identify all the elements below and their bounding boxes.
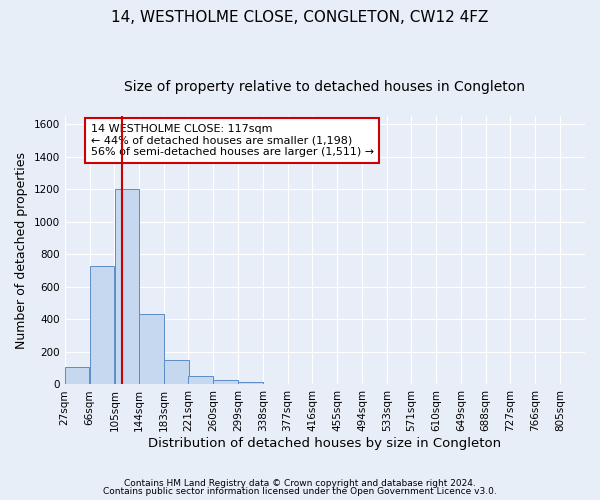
Text: Contains public sector information licensed under the Open Government Licence v3: Contains public sector information licen… [103,487,497,496]
Bar [115,189,139,384]
Bar [213,380,238,384]
Bar [188,376,213,384]
Text: 14 WESTHOLME CLOSE: 117sqm
← 44% of detached houses are smaller (1,198)
56% of s: 14 WESTHOLME CLOSE: 117sqm ← 44% of deta… [91,124,374,158]
Text: Contains HM Land Registry data © Crown copyright and database right 2024.: Contains HM Land Registry data © Crown c… [124,478,476,488]
Bar [65,368,89,384]
Title: Size of property relative to detached houses in Congleton: Size of property relative to detached ho… [124,80,526,94]
Bar [164,360,188,384]
Y-axis label: Number of detached properties: Number of detached properties [15,152,28,348]
Bar [139,314,164,384]
Text: 14, WESTHOLME CLOSE, CONGLETON, CW12 4FZ: 14, WESTHOLME CLOSE, CONGLETON, CW12 4FZ [112,10,488,25]
X-axis label: Distribution of detached houses by size in Congleton: Distribution of detached houses by size … [148,437,502,450]
Bar [238,382,263,384]
Bar [89,266,114,384]
